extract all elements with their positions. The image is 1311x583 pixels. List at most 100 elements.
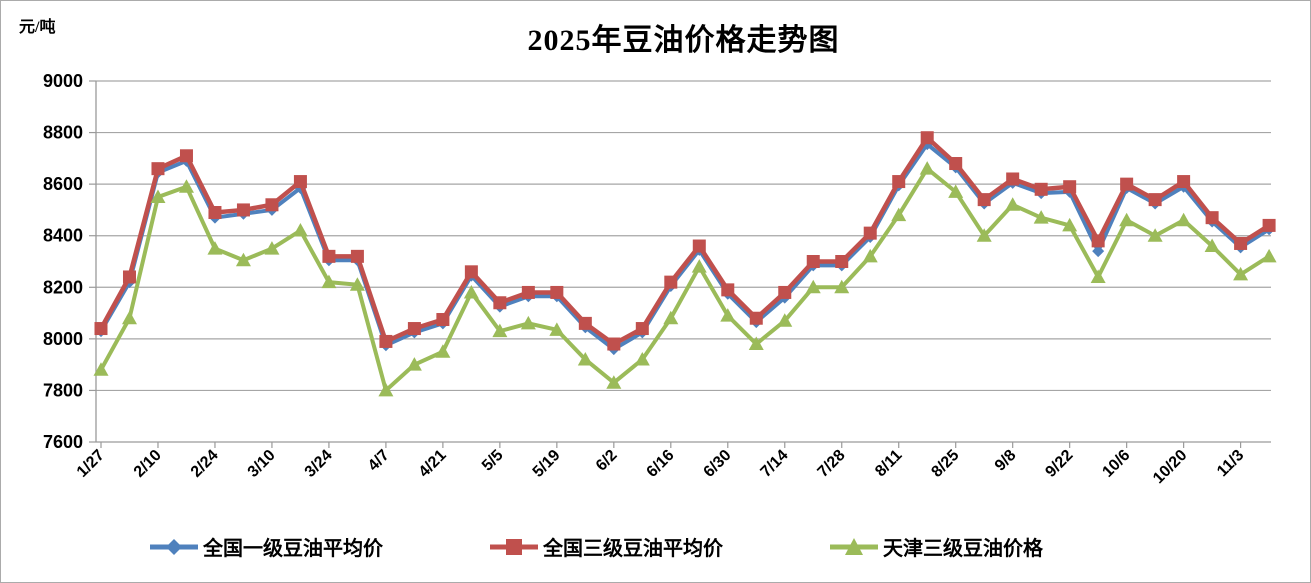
x-axis-tick-label: 9/8 <box>992 447 1020 475</box>
x-axis-tick-label: 5/5 <box>479 447 507 475</box>
data-point-square <box>208 206 222 220</box>
data-point-triangle <box>606 375 622 389</box>
data-point-square <box>1120 177 1134 191</box>
data-point-triangle <box>805 279 821 294</box>
data-point-square <box>1034 182 1048 196</box>
data-point-triangle <box>549 322 565 336</box>
data-point-triangle <box>1261 248 1277 263</box>
y-axis-tick-label: 8800 <box>43 123 83 143</box>
x-axis-tick-label: 4/7 <box>365 447 393 475</box>
data-point-square <box>550 285 564 299</box>
data-point-triangle <box>150 189 166 204</box>
x-axis-tick-label: 7/14 <box>758 447 792 481</box>
y-axis-tick-label: 7800 <box>43 380 83 400</box>
data-point-square <box>407 322 421 336</box>
data-point-square <box>664 275 678 289</box>
data-point-triangle <box>520 315 536 330</box>
data-point-triangle <box>1033 210 1049 224</box>
data-point-square <box>464 265 478 279</box>
data-point-square <box>578 316 592 330</box>
data-point-triangle <box>378 382 394 397</box>
legend-item-national-grade1: 全国一级豆油平均价 <box>149 532 383 561</box>
data-point-square <box>293 175 307 189</box>
data-point-square <box>806 255 820 268</box>
data-point-square <box>1091 234 1105 248</box>
data-point-triangle <box>349 277 365 291</box>
data-point-square <box>607 337 621 351</box>
legend-item-tianjin-grade3: 天津三级豆油价格 <box>829 532 1043 561</box>
data-point-triangle <box>663 310 679 325</box>
data-point-triangle <box>834 279 850 294</box>
data-point-square <box>1262 218 1276 232</box>
data-point-square <box>265 198 279 212</box>
x-axis-tick-label: 10/20 <box>1150 447 1190 487</box>
data-point-square <box>692 239 706 253</box>
data-point-square <box>892 175 906 189</box>
red-square-line-icon <box>490 538 538 555</box>
data-point-triangle <box>1204 238 1220 253</box>
data-point-triangle <box>321 274 337 289</box>
x-axis-tick-label: 6/2 <box>593 447 621 475</box>
data-point-square <box>778 285 792 299</box>
data-point-square <box>493 296 507 310</box>
y-axis-tick-label: 8600 <box>43 174 83 194</box>
data-point-square <box>179 149 193 163</box>
data-point-triangle <box>948 184 964 198</box>
data-point-square <box>920 131 934 145</box>
data-point-square <box>151 162 165 176</box>
y-axis-tick-label: 7600 <box>43 432 83 452</box>
data-point-triangle <box>891 207 907 222</box>
data-point-triangle <box>1090 269 1106 283</box>
data-point-diamond <box>1092 245 1105 258</box>
data-point-square <box>350 249 364 263</box>
x-axis-tick-label: 3/24 <box>302 447 336 481</box>
data-point-square <box>721 283 735 297</box>
x-axis-tick-label: 6/16 <box>644 447 678 481</box>
data-point-triangle <box>121 310 137 325</box>
x-axis-tick-label: 7/28 <box>815 447 849 481</box>
y-axis-unit-label: 元/吨 <box>19 19 56 36</box>
x-axis-tick-label: 6/30 <box>701 447 735 481</box>
data-point-triangle <box>691 259 707 273</box>
data-point-square <box>835 255 849 268</box>
data-point-triangle <box>862 248 878 263</box>
data-point-square <box>236 203 250 217</box>
chart-legend: 全国一级豆油平均价 全国三级豆油平均价 天津三级豆油价格 <box>149 532 1043 561</box>
x-axis-tick-label: 5/19 <box>530 447 564 481</box>
legend-label-national-grade1: 全国一级豆油平均价 <box>203 538 383 560</box>
legend-label-national-grade3: 全国三级豆油平均价 <box>543 538 723 560</box>
data-point-square <box>863 226 877 240</box>
data-point-square <box>949 157 963 171</box>
x-axis-tick-label: 10/6 <box>1099 447 1133 481</box>
data-point-square <box>635 322 649 336</box>
data-point-triangle <box>406 357 422 371</box>
y-axis-tick-label: 8200 <box>43 277 83 297</box>
data-point-square <box>977 193 991 207</box>
data-point-square <box>436 313 450 327</box>
data-point-square <box>1148 193 1162 207</box>
blue-diamond-line-icon <box>150 538 198 555</box>
data-point-square <box>94 322 108 336</box>
data-point-triangle <box>748 336 764 351</box>
data-point-triangle <box>976 228 992 242</box>
data-point-square <box>1205 211 1219 225</box>
x-axis-tick-label: 9/22 <box>1042 447 1076 481</box>
data-point-square <box>379 334 393 348</box>
data-point-triangle <box>720 308 736 322</box>
x-axis-tick-label: 8/11 <box>872 447 905 480</box>
data-point-triangle <box>919 161 935 175</box>
data-point-triangle <box>435 344 451 358</box>
x-axis-tick-label: 2/10 <box>131 447 165 481</box>
y-axis-tick-label: 9000 <box>43 71 83 91</box>
x-axis-tick-label: 11/3 <box>1214 447 1247 480</box>
data-point-triangle <box>1233 266 1249 281</box>
data-point-square <box>1006 172 1020 186</box>
data-point-triangle <box>492 323 508 338</box>
data-point-triangle <box>463 284 479 299</box>
data-point-triangle <box>207 241 223 255</box>
data-point-triangle <box>93 362 109 376</box>
data-point-triangle <box>577 351 593 366</box>
x-axis-tick-label: 3/10 <box>245 447 279 481</box>
